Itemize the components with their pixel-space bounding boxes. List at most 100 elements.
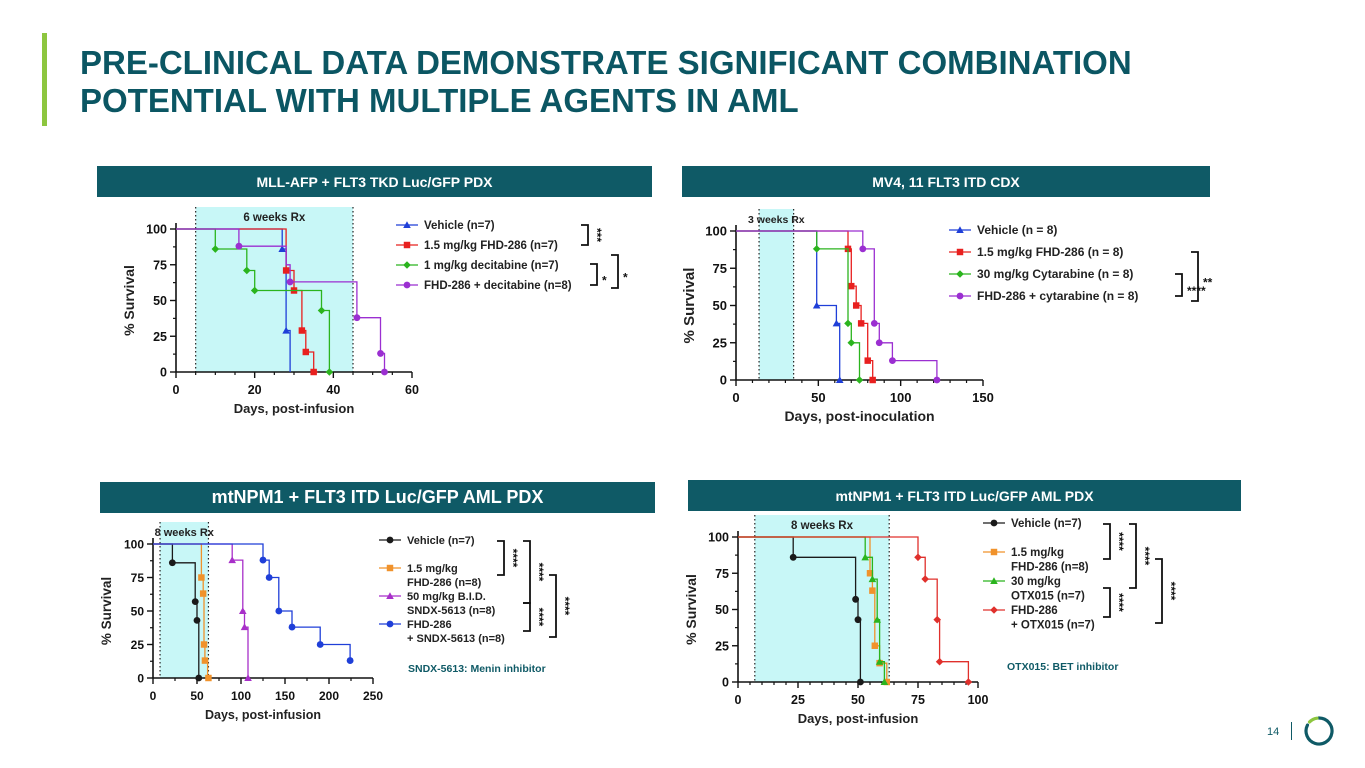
legend-marker-1 — [403, 241, 411, 249]
y-tick-label: 0 — [720, 373, 727, 388]
sig-bracket-cytarabine-combo — [1175, 273, 1183, 297]
chart-banner-mv4-11: MV4, 11 FLT3 ITD CDX — [682, 166, 1210, 197]
y-axis-label: % Survival — [683, 574, 699, 645]
x-tick-label: 50 — [190, 689, 204, 703]
legend-label: FHD-286 + decitabine (n=8) — [424, 280, 572, 292]
sig-bracket-fhd-combo — [1155, 558, 1163, 624]
data-point-1 — [310, 368, 317, 376]
sig-bracket-vehicle-fhd-label: **** — [506, 549, 520, 568]
rx-label: 6 weeks Rx — [243, 212, 306, 224]
data-point-2 — [868, 575, 877, 583]
data-point-2 — [238, 607, 247, 615]
data-point-1 — [198, 574, 205, 581]
sig-bracket-fhd-combo — [549, 574, 557, 638]
legend-marker-1 — [990, 548, 998, 556]
data-point-2 — [847, 338, 856, 347]
legend-marker-2 — [990, 577, 998, 585]
y-tick-label: 50 — [153, 294, 167, 308]
sig-bracket-vehicle-fhd — [1103, 523, 1111, 560]
x-axis-label: Days, post-infusion — [205, 708, 321, 722]
data-point-0 — [856, 678, 864, 686]
data-point-1 — [302, 348, 310, 356]
series-line-2 — [736, 230, 861, 380]
y-tick-label: 75 — [153, 258, 167, 272]
sig-bracket-fhd-combo — [1191, 251, 1199, 302]
y-tick-label: 25 — [131, 638, 145, 652]
data-point-0 — [835, 376, 844, 384]
data-point-3 — [933, 615, 941, 624]
data-point-3 — [377, 349, 384, 357]
sig-bracket-otx-combo-label: **** — [1112, 593, 1126, 612]
survival-chart-mtnpm1-otx: 8 weeks Rx 0 25 50 75 100 0 25 50 75 100 Days, post… — [683, 515, 1178, 726]
x-tick-label: 60 — [405, 383, 419, 397]
y-tick-label: 75 — [715, 567, 729, 581]
x-tick-label: 40 — [326, 383, 340, 397]
legend-marker-0 — [403, 221, 411, 229]
survival-chart-mll-afp: 6 weeks Rx 0 25 50 75 100 0 20 40 60 Days, post-in… — [121, 207, 628, 416]
rx-window — [160, 522, 209, 678]
data-point-1 — [199, 590, 207, 597]
rx-window — [759, 209, 794, 380]
data-point-3 — [381, 368, 388, 376]
data-point-1 — [869, 376, 876, 384]
data-point-0 — [191, 598, 199, 606]
y-tick-label: 0 — [137, 672, 144, 686]
y-axis-label: % Survival — [121, 265, 137, 336]
y-tick-label: 50 — [715, 603, 729, 617]
data-point-3 — [870, 319, 878, 327]
x-tick-label: 20 — [248, 383, 262, 397]
footer-divider — [1291, 722, 1292, 740]
chart-banner-mll-afp: MLL-AFP + FLT3 TKD Luc/GFP PDX — [97, 166, 652, 197]
title-accent-bar — [42, 33, 47, 126]
data-point-0 — [168, 559, 176, 567]
legend-label: 30 mg/kg OTX015 (n=7) — [1011, 576, 1085, 603]
x-tick-label: 25 — [791, 693, 805, 707]
x-axis-label: Days, post-inoculation — [784, 408, 934, 424]
data-point-3 — [288, 623, 296, 631]
x-tick-label: 50 — [811, 390, 825, 405]
data-point-0 — [278, 245, 286, 253]
data-point-3 — [275, 607, 283, 615]
data-point-3 — [935, 657, 944, 666]
data-point-2 — [317, 306, 326, 315]
data-point-0 — [282, 326, 290, 334]
legend-label: 1.5 mg/kg FHD-286 (n=8) — [407, 563, 482, 589]
rx-window — [195, 207, 353, 372]
data-point-2 — [861, 553, 869, 561]
data-point-0 — [812, 301, 821, 309]
data-point-1 — [200, 641, 208, 648]
y-tick-label: 100 — [705, 224, 727, 239]
legend-label: 1.5 mg/kg FHD-286 (n=7) — [424, 240, 558, 252]
data-point-2 — [873, 615, 881, 623]
data-point-1 — [848, 282, 855, 290]
data-point-2 — [812, 245, 821, 253]
data-point-1 — [298, 327, 306, 334]
legend-marker-0 — [956, 226, 964, 234]
data-point-0 — [854, 616, 862, 624]
sig-bracket-vehicle-sndx-label: **** — [532, 563, 546, 582]
sig-bracket-vehicle-otx — [1129, 523, 1137, 589]
y-tick-label: 75 — [131, 571, 145, 585]
x-tick-label: 100 — [231, 689, 251, 703]
legend-label: FHD-286 + OTX015 (n=7) — [1011, 605, 1095, 632]
rx-label: 8 weeks Rx — [791, 520, 854, 532]
legend-label: 30 mg/kg Cytarabine (n = 8) — [977, 267, 1133, 281]
legend-marker-3 — [386, 620, 394, 628]
data-point-1 — [864, 357, 871, 364]
rx-label: 3 weeks Rx — [748, 214, 805, 226]
legend-marker-0 — [990, 519, 998, 527]
sig-bracket-decitabine-combo — [590, 263, 598, 286]
x-tick-label: 75 — [911, 693, 925, 707]
page-title-line-2: POTENTIAL WITH MULTIPLE AGENTS IN AML — [80, 82, 799, 119]
x-tick-label: 150 — [275, 689, 295, 703]
data-point-3 — [859, 245, 867, 253]
data-point-3 — [914, 553, 922, 562]
sig-bracket-sndx-combo — [523, 602, 531, 632]
survival-chart-mtnpm1-sndx: 8 weeks Rx 0 25 50 75 100 0 50 100 150 200 250 Days,… — [99, 522, 572, 722]
series-line-3 — [736, 230, 938, 380]
data-point-2 — [325, 368, 334, 376]
y-tick-label: 0 — [722, 676, 729, 690]
data-point-1 — [201, 657, 209, 664]
data-point-3 — [286, 278, 294, 286]
y-tick-label: 100 — [124, 538, 144, 552]
